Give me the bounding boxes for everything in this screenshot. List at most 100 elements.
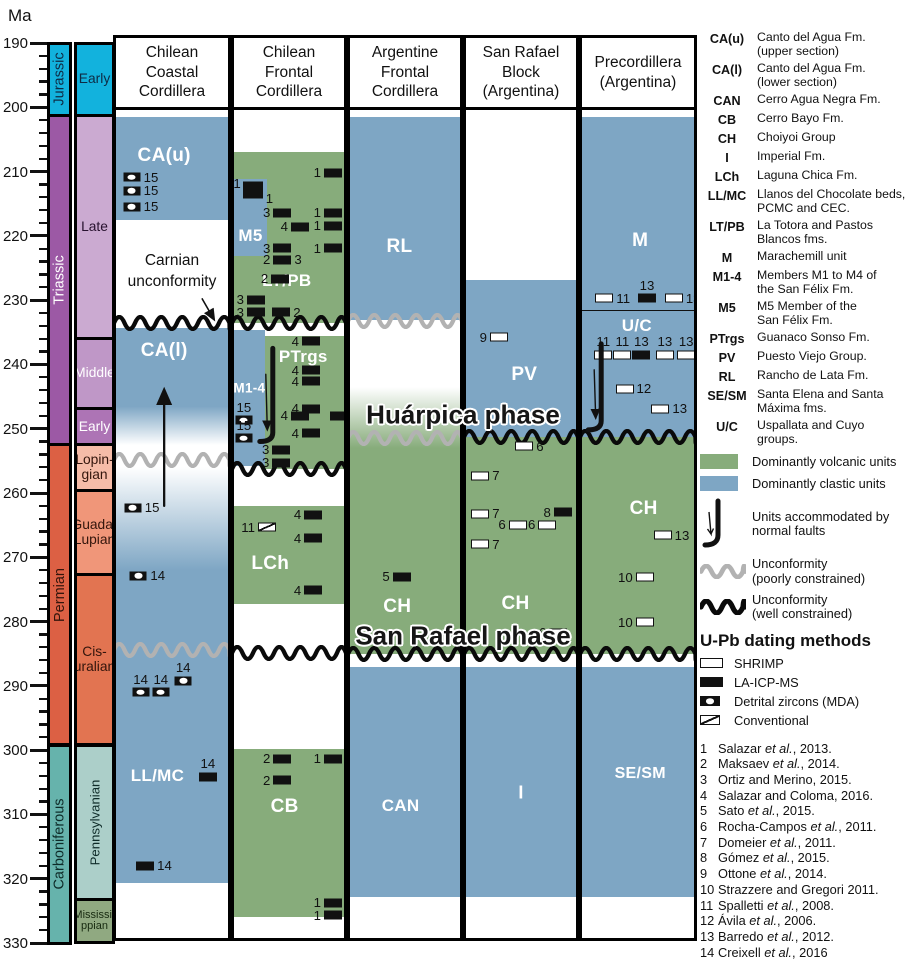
formation-desc: Rancho de Lata Fm. (757, 368, 869, 383)
shrimp-icon (655, 350, 674, 360)
reference-number: 12 (700, 913, 715, 929)
reference-item-3: 3 Ortiz and Merino, 2015. (700, 772, 914, 788)
symbol-ref-number: 9 (479, 329, 487, 345)
axis-minor-tick-268 (39, 543, 48, 546)
shrimp-icon (471, 509, 490, 519)
reference-text: Domeier et al., 2011. (718, 834, 836, 850)
unit-label-ll-mc: LL/MC (130, 765, 185, 785)
axis-tick-label-290: 290 (2, 677, 28, 695)
reference-number: 14 (700, 944, 715, 959)
axis-minor-tick-232 (39, 311, 48, 315)
unit-se-sm (582, 666, 694, 898)
symbol-ref-number: 4 (280, 408, 288, 424)
formation-row-lt-pb: LT/PB La Totora and Pastos Blancos fms. (700, 218, 914, 246)
unconformity-poor (350, 313, 460, 334)
column-content-chilean-coastal-cordillera: CA(u) CA(l) LL/MC 15 15 15 15 14 14 14 14 14 14 (116, 110, 228, 938)
conv-icon-shape (700, 715, 720, 726)
laicpms-icon (304, 510, 323, 520)
laicpms-icon (273, 754, 292, 763)
legend-unconformity-well-row: Unconformity (well constrained) (700, 592, 914, 622)
dating-method-label: SHRIMP (734, 655, 784, 671)
symbol-ref-number: 1 (313, 205, 321, 221)
formation-abbr: M1-4 (712, 270, 742, 285)
axis-minor-tick-208 (39, 157, 48, 160)
formation-row-pv: PV Puesto Viejo Group. (700, 349, 914, 365)
unconformity-well (234, 461, 344, 482)
unit-rl (350, 116, 460, 321)
shrimp-icon (677, 350, 694, 360)
axis-minor-tick-302 (39, 761, 48, 765)
formation-desc: Santa Elena and Santa Máxima fms. (757, 387, 884, 415)
axis-minor-tick-252 (39, 440, 48, 443)
symbol-ref-number: 13 (639, 277, 655, 293)
formation-desc: Imperial Fm. (757, 149, 826, 164)
unit-label-ch: CH (383, 596, 412, 618)
unconformity-poor (116, 641, 228, 663)
unit-label-ptrgs: PTrgs (278, 346, 328, 366)
reference-number: 13 (700, 929, 715, 944)
shrimp-icon (635, 617, 654, 627)
mda-icon (124, 503, 142, 513)
axis-major-tick-210 (30, 170, 48, 174)
reference-text: Salazar et al., 2013. (718, 740, 832, 756)
symbol-ref-number: 15 (236, 417, 252, 433)
unit-ch (582, 437, 694, 654)
formation-abbr: M5 (718, 301, 736, 316)
symbol-ref-number: 7 (492, 468, 500, 484)
symbol-ref-number: 4 (291, 425, 299, 441)
axis-major-tick-240 (30, 362, 48, 366)
symbol-ref-number: 14 (133, 671, 148, 687)
reference-text: Ávila et al., 2006. (718, 913, 817, 929)
axis-major-tick-190 (30, 41, 48, 45)
symbol-ref-number: 13 (678, 334, 694, 350)
formation-row-m5: M5 M5 Member of the San Félix Fm. (700, 299, 914, 327)
formation-abbr: M (721, 251, 733, 266)
axis-minor-tick-316 (39, 851, 48, 855)
formation-desc: Cerro Agua Negra Fm. (757, 92, 881, 107)
epoch-guada-lupian: Guada- Lupian (74, 488, 115, 577)
formation-row-u-c: U/C Uspallata and Cuyo groups. (700, 418, 914, 446)
symbol-ref-number: 5 (382, 569, 390, 585)
mda-icon (123, 202, 141, 212)
axis-minor-tick-212 (39, 183, 48, 186)
axis-tick-label-330: 330 (2, 935, 28, 952)
unit-label-i: I (518, 782, 524, 803)
laicpms-icon (700, 677, 734, 688)
mda-icon-shape (700, 696, 720, 707)
shrimp-icon (490, 332, 508, 342)
unit-ca-l (116, 327, 228, 445)
unit-label-pv: PV (511, 363, 538, 385)
formation-abbr: U/C (716, 420, 738, 435)
reference-number: 9 (700, 866, 708, 882)
unit-can (350, 666, 460, 898)
shrimp-icon (653, 530, 672, 540)
column-content-argentine-frontal-cordillera: RL CH CAN 5 (350, 110, 460, 938)
symbol-ref-number: 11 (596, 334, 611, 350)
formation-abbr: PTrgs (709, 332, 745, 347)
laicpms-icon (637, 293, 656, 303)
symbol-ref-number: 6 (528, 517, 536, 532)
axis-minor-tick-278 (39, 607, 48, 610)
unconformity-well (582, 646, 694, 667)
axis-minor-tick-286 (39, 658, 48, 662)
unit-label-ch: CH (501, 593, 530, 615)
axis-minor-tick-228 (39, 286, 48, 289)
unit-cb (234, 748, 344, 918)
axis-tick-label-190: 190 (2, 35, 28, 52)
period-permian: Permian (47, 443, 72, 747)
reference-text: Strazzere and Gregori 2011. (718, 881, 879, 897)
axis-minor-tick-194 (39, 67, 48, 70)
axis-minor-tick-218 (39, 221, 48, 225)
axis-minor-tick-198 (39, 93, 48, 96)
symbol-ref-number: 4 (291, 373, 299, 389)
formation-abbr: LL/MC (707, 189, 747, 204)
epoch-label-pennsylvanian: Pennsylvanian (87, 779, 102, 866)
formation-abbr: CB (717, 113, 737, 128)
laicpms-icon (304, 585, 323, 595)
unconformity-well (234, 315, 344, 336)
symbol-ref-number: 15 (143, 169, 159, 185)
axis-unit-label: Ma (8, 6, 32, 25)
symbol-ref-number: 10 (618, 614, 633, 630)
axis-minor-tick-298 (39, 736, 48, 739)
symbol-ref-number: 2 (263, 772, 271, 788)
